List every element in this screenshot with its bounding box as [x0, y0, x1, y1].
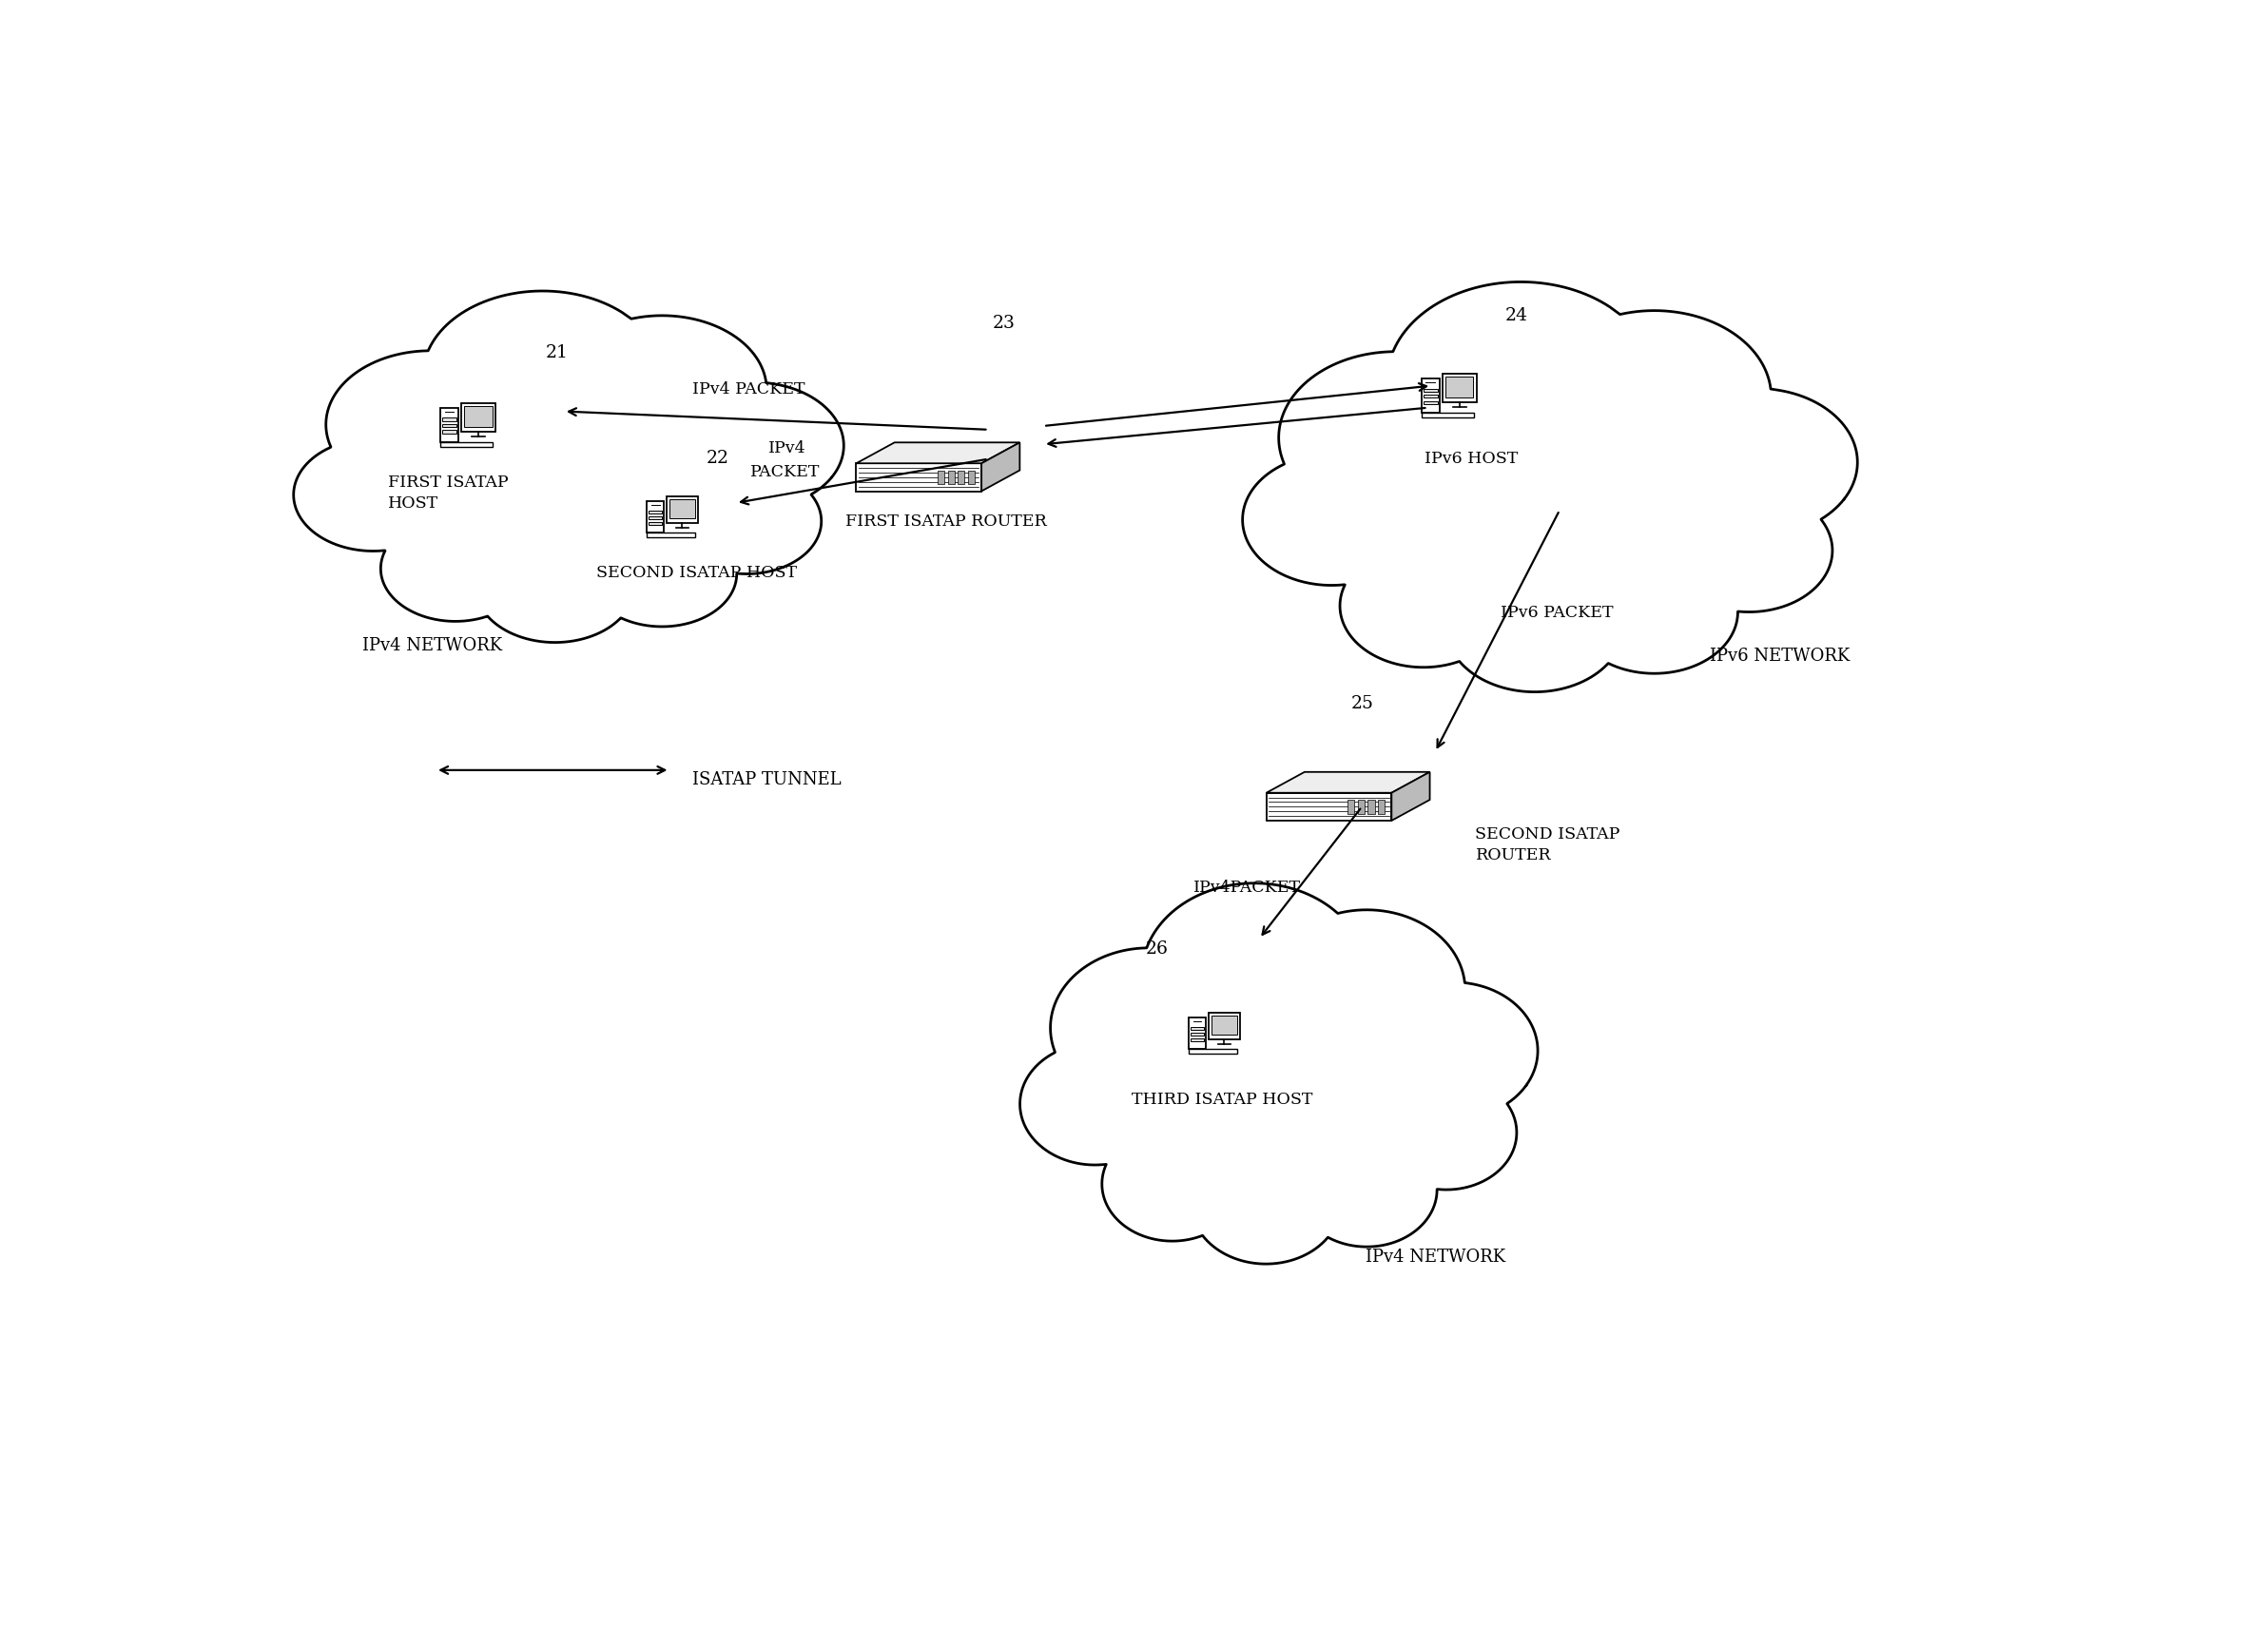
Text: SECOND ISATAP HOST: SECOND ISATAP HOST — [596, 565, 798, 580]
Bar — [1368, 800, 1374, 814]
Bar — [442, 425, 456, 428]
Text: 22: 22 — [708, 450, 730, 468]
Bar — [1188, 1018, 1207, 1049]
Bar — [646, 534, 696, 539]
Bar — [957, 471, 964, 484]
Text: IPv4PACKET: IPv4PACKET — [1193, 879, 1302, 896]
Bar — [1188, 1049, 1238, 1054]
Bar — [1442, 374, 1476, 404]
Polygon shape — [982, 443, 1021, 492]
Bar — [1347, 800, 1354, 814]
Text: FIRST ISATAP ROUTER: FIRST ISATAP ROUTER — [846, 514, 1048, 529]
Text: FIRST ISATAP
HOST: FIRST ISATAP HOST — [388, 474, 508, 512]
Text: IPv4 NETWORK: IPv4 NETWORK — [1365, 1248, 1506, 1265]
Polygon shape — [1266, 794, 1393, 822]
Bar — [1209, 1013, 1241, 1039]
Bar — [1422, 389, 1438, 392]
Text: IPv6 PACKET: IPv6 PACKET — [1501, 604, 1615, 621]
Text: 25: 25 — [1352, 695, 1374, 712]
Text: IPv6 NETWORK: IPv6 NETWORK — [1710, 647, 1851, 665]
Bar — [440, 408, 458, 443]
Bar — [1377, 800, 1386, 814]
Bar — [1422, 402, 1438, 405]
Bar — [649, 511, 662, 514]
Bar — [669, 501, 696, 519]
Bar — [1422, 395, 1438, 399]
Bar — [460, 404, 494, 432]
Bar — [649, 517, 662, 520]
Bar — [442, 432, 456, 435]
Text: IPv6 HOST: IPv6 HOST — [1424, 451, 1517, 468]
Bar — [1191, 1033, 1204, 1036]
Polygon shape — [857, 443, 1021, 464]
Text: IPv4: IPv4 — [769, 440, 807, 456]
Polygon shape — [1266, 772, 1429, 794]
Bar — [646, 502, 665, 534]
Bar — [1211, 1016, 1236, 1036]
Text: IPv4 NETWORK: IPv4 NETWORK — [363, 637, 501, 654]
Text: IPv4 PACKET: IPv4 PACKET — [692, 382, 805, 397]
Bar — [440, 443, 492, 448]
Polygon shape — [1393, 772, 1429, 822]
Text: 21: 21 — [544, 344, 569, 361]
Bar — [1445, 377, 1474, 399]
Bar — [465, 407, 492, 427]
Bar — [667, 497, 699, 524]
Text: 26: 26 — [1145, 940, 1168, 957]
Text: ISATAP TUNNEL: ISATAP TUNNEL — [692, 771, 841, 787]
Text: 23: 23 — [991, 315, 1014, 331]
Polygon shape — [857, 464, 982, 492]
Text: 24: 24 — [1504, 308, 1526, 324]
Bar — [1359, 800, 1365, 814]
Bar — [649, 522, 662, 525]
Text: THIRD ISATAP HOST: THIRD ISATAP HOST — [1132, 1092, 1313, 1107]
Bar — [1422, 379, 1440, 413]
Text: PACKET: PACKET — [751, 464, 821, 481]
Text: SECOND ISATAP
ROUTER: SECOND ISATAP ROUTER — [1476, 825, 1619, 863]
Bar — [968, 471, 975, 484]
Bar — [442, 418, 456, 422]
Bar — [948, 471, 955, 484]
Bar — [1422, 413, 1474, 418]
Bar — [1191, 1039, 1204, 1041]
Bar — [1191, 1028, 1204, 1029]
Bar — [937, 471, 943, 484]
